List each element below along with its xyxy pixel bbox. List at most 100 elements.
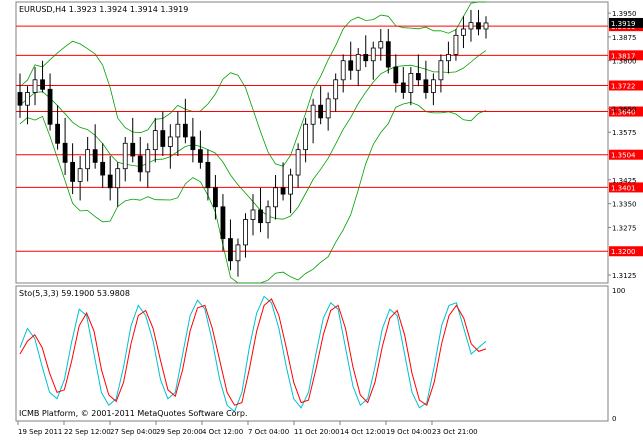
candle — [47, 73, 53, 131]
candle — [137, 136, 143, 182]
level-label-bg — [609, 50, 643, 61]
candle — [122, 136, 128, 182]
current-price-bg — [609, 17, 643, 28]
candle — [17, 73, 23, 118]
level-label: 1.3401 — [611, 184, 636, 192]
candle — [32, 67, 38, 106]
time-tick-label: 29 Sep 20:00 — [156, 428, 203, 436]
candle — [415, 54, 421, 87]
price-axis: 1.3950 1.3875 1.3800 1.3650 1.3575 1.3425 1.33… — [608, 10, 637, 280]
time-tick-label: 19 Sep 2011 — [18, 428, 62, 436]
price-tick-label: 1.3575 — [612, 129, 637, 137]
candle — [197, 130, 203, 169]
candle — [438, 54, 444, 93]
candle — [340, 54, 346, 93]
candle — [190, 117, 196, 163]
time-tick-label: 7 Oct 04:00 — [248, 428, 289, 436]
candle — [167, 124, 173, 169]
candle — [70, 143, 76, 195]
candle — [476, 9, 481, 36]
candle — [295, 143, 301, 188]
price-tick-label: 1.3650 — [612, 105, 637, 113]
stochastic-title: Sto(5,3,3) 59.1900 53.9808 — [19, 289, 130, 298]
candle — [325, 92, 331, 131]
candle — [348, 41, 354, 80]
candle — [280, 162, 286, 201]
stochastic-main-line — [19, 295, 487, 413]
candle — [393, 54, 399, 93]
chart-title: EURUSD,H4 1.3923 1.3924 1.3914 1.3919 — [19, 5, 188, 14]
candle — [430, 73, 436, 106]
level-label: 1.3817 — [611, 52, 636, 60]
candle — [40, 60, 45, 93]
candle — [483, 16, 489, 39]
candle — [423, 60, 429, 99]
time-tick-label: 14 Oct 12:00 — [340, 428, 386, 436]
candle — [228, 219, 233, 271]
level-label: 1.3504 — [611, 152, 636, 160]
candle — [77, 155, 83, 201]
candle — [408, 67, 414, 106]
lower-band — [19, 101, 487, 284]
candle — [92, 124, 98, 169]
candle — [355, 48, 361, 87]
candle — [318, 86, 324, 125]
candle — [333, 73, 339, 112]
candle — [100, 143, 106, 188]
upper-band — [19, 1, 486, 167]
stochastic-signal-line — [19, 298, 487, 406]
time-tick-label: 27 Sep 04:00 — [110, 428, 157, 436]
price-tick-label: 1.3350 — [612, 201, 637, 209]
candle — [145, 143, 151, 188]
price-panel[interactable] — [15, 1, 609, 284]
time-tick-label: 23 Oct 21:00 — [432, 428, 478, 436]
candle — [363, 35, 369, 68]
candle — [115, 162, 121, 207]
candle — [273, 175, 278, 220]
copyright-text: ICMB Platform, © 2001-2011 MetaQuotes So… — [19, 409, 248, 418]
candle — [378, 28, 384, 61]
candle — [55, 105, 60, 150]
level-label-bg — [609, 106, 643, 117]
candle — [175, 111, 181, 156]
time-tick-label: 19 Oct 04:00 — [386, 428, 432, 436]
candle — [370, 41, 376, 80]
horizontal-levels[interactable]: 1.39091.38171.37221.36401.35041.34011.32… — [16, 17, 643, 257]
candle — [288, 168, 293, 214]
level-label-bg — [609, 246, 643, 257]
candle — [265, 200, 271, 239]
level-label: 1.3640 — [611, 109, 636, 117]
candlesticks — [17, 9, 489, 277]
stochastic-lines — [19, 295, 487, 413]
price-tick-label: 1.3800 — [612, 58, 637, 66]
candle — [25, 86, 30, 125]
level-label-bg — [609, 80, 643, 91]
stochastic-axis: 100 0 — [612, 287, 625, 423]
candle — [400, 67, 406, 99]
candle — [205, 149, 211, 201]
price-tick-label: 1.3275 — [612, 224, 637, 232]
price-tick-label: 1.3425 — [612, 177, 637, 185]
candle — [310, 98, 316, 144]
level-label-bg — [609, 149, 643, 160]
candle — [250, 194, 256, 236]
stochastic-panel[interactable] — [15, 285, 609, 422]
time-tick-label: 4 Oct 12:00 — [202, 428, 243, 436]
candle — [160, 111, 166, 156]
candle — [258, 187, 263, 233]
candle — [152, 117, 158, 163]
candle — [235, 238, 241, 277]
stochastic-tick-label: 100 — [612, 287, 625, 295]
time-tick-label: 11 Oct 20:00 — [294, 428, 340, 436]
stochastic-tick-label: 0 — [612, 415, 616, 423]
candle — [461, 16, 466, 49]
price-tick-label: 1.3875 — [612, 34, 637, 42]
price-tick-label: 1.3950 — [612, 10, 637, 18]
candle — [303, 117, 309, 163]
current-price-label: 1.3919 — [611, 20, 636, 28]
candle — [62, 117, 68, 176]
price-tick-label: 1.3125 — [612, 272, 637, 280]
level-label-bg — [609, 182, 643, 193]
candle — [107, 155, 113, 201]
